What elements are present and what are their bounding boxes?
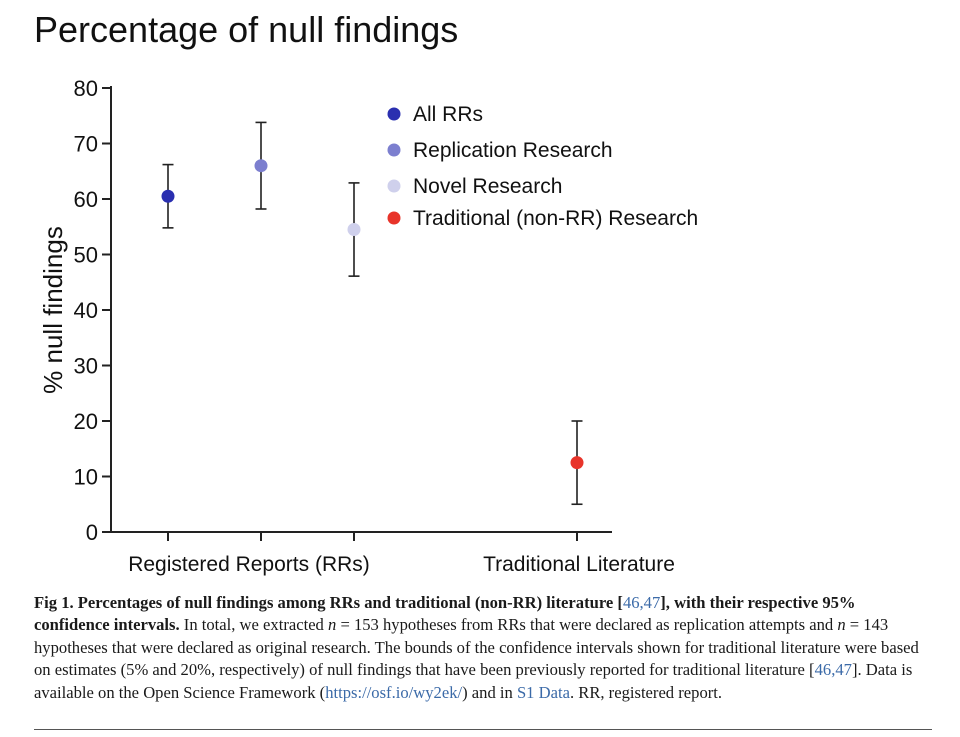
legend-marker: [387, 179, 401, 193]
y-axis-label: % null findings: [38, 226, 68, 394]
y-tick-label: 0: [86, 520, 98, 545]
caption-text: . RR, registered report.: [569, 682, 723, 702]
caption-text: ]. Data is available on the Open Science…: [34, 660, 913, 702]
caption-text: ) and in: [462, 682, 517, 702]
caption-divider: [34, 729, 932, 730]
x-group-label: Registered Reports (RRs): [128, 553, 370, 576]
chart: Percentage of null findings 0 10 20 30 40 50 6…: [34, 9, 698, 576]
caption-title-part-b: ], with their respective 95% confidence …: [34, 593, 856, 635]
legend-label: All RRs: [413, 103, 483, 126]
y-tick-label: 50: [74, 243, 98, 268]
legend: All RRs Replication Research Novel Researc…: [387, 103, 698, 230]
figure-caption: Fig 1. Percentages of null findings amon…: [34, 592, 934, 704]
data-point: [570, 456, 584, 470]
data-point: [161, 189, 175, 203]
y-tick-label: 40: [74, 298, 98, 323]
caption-title-part-a: Percentages of null findings among RRs a…: [77, 593, 623, 612]
y-tick-label: 20: [74, 409, 98, 434]
legend-marker: [387, 211, 401, 225]
legend-label: Traditional (non-RR) Research: [413, 207, 698, 230]
axes: 0 10 20 30 40 50 60 70 80 % null findings Register…: [38, 76, 675, 576]
y-tick-label: 70: [74, 132, 98, 157]
caption-text: = 143 hypotheses that were declared as o…: [34, 615, 919, 680]
y-tick-label: 30: [74, 354, 98, 379]
caption-reference-link[interactable]: 46,47: [814, 660, 852, 680]
legend-label: Replication Research: [413, 139, 613, 162]
y-tick-label: 80: [74, 76, 98, 101]
y-tick-label: 10: [74, 465, 98, 490]
data-point: [254, 159, 268, 173]
data-point-group: [570, 420, 584, 506]
caption-variable: n: [328, 615, 337, 635]
chart-title: Percentage of null findings: [34, 9, 458, 50]
data-point-group: [347, 182, 361, 277]
caption-text: In total, we extracted: [183, 615, 329, 635]
data-point-group: [161, 163, 175, 229]
legend-label: Novel Research: [413, 175, 562, 198]
s1-data-link[interactable]: S1 Data: [516, 682, 570, 702]
data-point-group: [254, 121, 268, 210]
legend-marker: [387, 107, 401, 121]
caption-reference-link[interactable]: 46,47: [622, 593, 661, 612]
caption-variable: n: [837, 615, 846, 635]
x-group-label: Traditional Literature: [483, 553, 675, 576]
y-tick-label: 60: [74, 187, 98, 212]
caption-fig-label: Fig 1.: [34, 593, 74, 612]
data-marks: [161, 121, 584, 506]
legend-marker: [387, 143, 401, 157]
data-point: [347, 223, 361, 237]
osf-url-link[interactable]: https://osf.io/wy2ek/: [325, 682, 463, 702]
caption-text: = 153 hypotheses from RRs that were decl…: [336, 615, 838, 635]
